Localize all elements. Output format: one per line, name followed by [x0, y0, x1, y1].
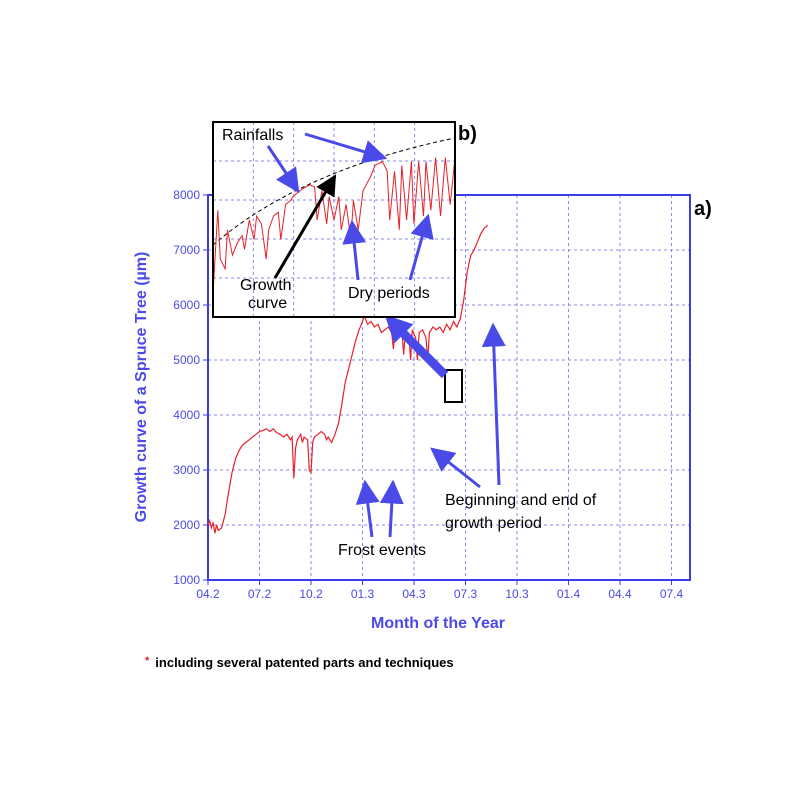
x-tick-label: 04.4 [608, 587, 632, 601]
inset-frame [212, 121, 456, 318]
footnote-marker: * [145, 655, 150, 667]
panel-a-label: a) [694, 198, 712, 220]
rainfalls-arrow-1 [266, 145, 300, 193]
frost-arrow-2 [379, 479, 404, 538]
x-tick-label: 04.3 [402, 587, 426, 601]
y-tick-label: 5000 [173, 353, 200, 367]
x-tick-label: 07.4 [660, 587, 684, 601]
growth-curve-arrow [273, 174, 337, 279]
y-tick-label: 4000 [173, 408, 200, 422]
inset-grid [213, 122, 455, 317]
growth-period-label-2: growth period [445, 515, 542, 532]
x-tick-label: 04.2 [196, 587, 220, 601]
x-tick-label: 01.4 [557, 587, 581, 601]
y-tick-label: 1000 [173, 573, 200, 587]
rainfalls-label: Rainfalls [222, 127, 283, 144]
y-tick-label: 2000 [173, 518, 200, 532]
dry-periods-arrow-2 [408, 213, 434, 281]
y-tick-label: 6000 [173, 298, 200, 312]
zoom-arrow [384, 314, 449, 379]
frost-events-label: Frost events [338, 542, 426, 559]
x-tick-label: 07.2 [248, 587, 272, 601]
y-tick-label: 7000 [173, 243, 200, 257]
main-ticks: 04.2 07.2 10.2 01.3 04.3 07.3 10.3 01.4 04.4 07.4… [173, 188, 683, 601]
footnote: * including several patented parts and te… [145, 655, 454, 670]
frost-arrow-1 [355, 479, 380, 538]
dry-periods-label: Dry periods [348, 285, 430, 302]
growth-start-arrow [430, 447, 481, 489]
highlight-box [444, 369, 463, 403]
growth-curve-label-2: curve [248, 295, 287, 312]
y-axis-label: Growth curve of a Spruce Tree (µm) [133, 252, 150, 523]
x-tick-label: 07.3 [454, 587, 478, 601]
growth-series-line [207, 224, 489, 534]
y-tick-label: 3000 [173, 463, 200, 477]
x-axis-label: Month of the Year [371, 615, 505, 632]
growth-curve-label-1: Growth [240, 277, 292, 294]
y-tick-label: 8000 [173, 188, 200, 202]
x-tick-label: 01.3 [351, 587, 375, 601]
x-tick-label: 10.2 [299, 587, 323, 601]
growth-period-label-1: Beginning and end of [445, 492, 597, 509]
rainfalls-arrow-2 [304, 132, 388, 164]
x-tick-label: 10.3 [505, 587, 529, 601]
growth-end-arrow [481, 322, 506, 486]
footnote-text: including several patented parts and tec… [155, 655, 454, 670]
panel-b-label: b) [458, 123, 477, 145]
dry-periods-arrow-1 [342, 219, 367, 281]
